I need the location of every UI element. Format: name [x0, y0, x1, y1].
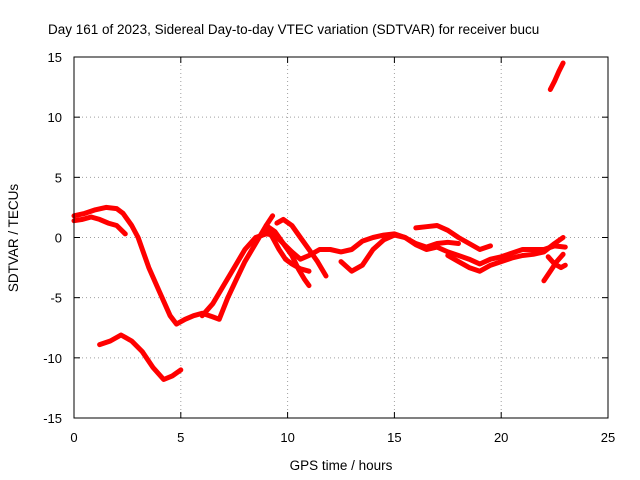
series-group [71, 60, 568, 382]
x-tick-label: 15 [387, 430, 401, 445]
series-line-arc-9 [413, 223, 493, 252]
y-tick-label: 0 [55, 231, 62, 246]
x-tick-label: 25 [601, 430, 615, 445]
series-line-arc-1 [71, 204, 276, 327]
x-tick-label: 0 [70, 430, 77, 445]
series-line-arc-7 [263, 225, 312, 274]
y-axis-label: SDTVAR / TECUs [6, 184, 21, 293]
x-tick-label: 10 [280, 430, 294, 445]
x-axis-label: GPS time / hours [290, 458, 393, 473]
y-tick-label: -15 [43, 411, 62, 426]
y-tick-label: -10 [43, 351, 62, 366]
series-line-arc-3 [97, 332, 184, 382]
y-tick-label: 15 [48, 50, 62, 65]
x-tick-label: 20 [494, 430, 508, 445]
grid [74, 57, 608, 418]
series-line-arc-10 [445, 235, 566, 274]
series-line-arc-2 [71, 214, 128, 237]
x-tick-label: 5 [177, 430, 184, 445]
series-line-arc-8 [338, 232, 461, 274]
chart-title: Day 161 of 2023, Sidereal Day-to-day VTE… [48, 22, 539, 37]
axis-ticks: 0 5 10 15 20 25 -15 -10 -5 0 5 10 15 [43, 50, 615, 445]
series-line-arc-6 [263, 223, 312, 289]
series-line-arc-13 [547, 60, 566, 92]
series-line-arc-12 [545, 254, 568, 271]
series-line-arc-5 [274, 216, 329, 279]
y-tick-label: 5 [55, 170, 62, 185]
y-tick-label: 10 [48, 110, 62, 125]
series-line-arc-11 [541, 251, 566, 284]
y-tick-label: -5 [50, 291, 62, 306]
series-line-arc-4 [199, 231, 568, 319]
